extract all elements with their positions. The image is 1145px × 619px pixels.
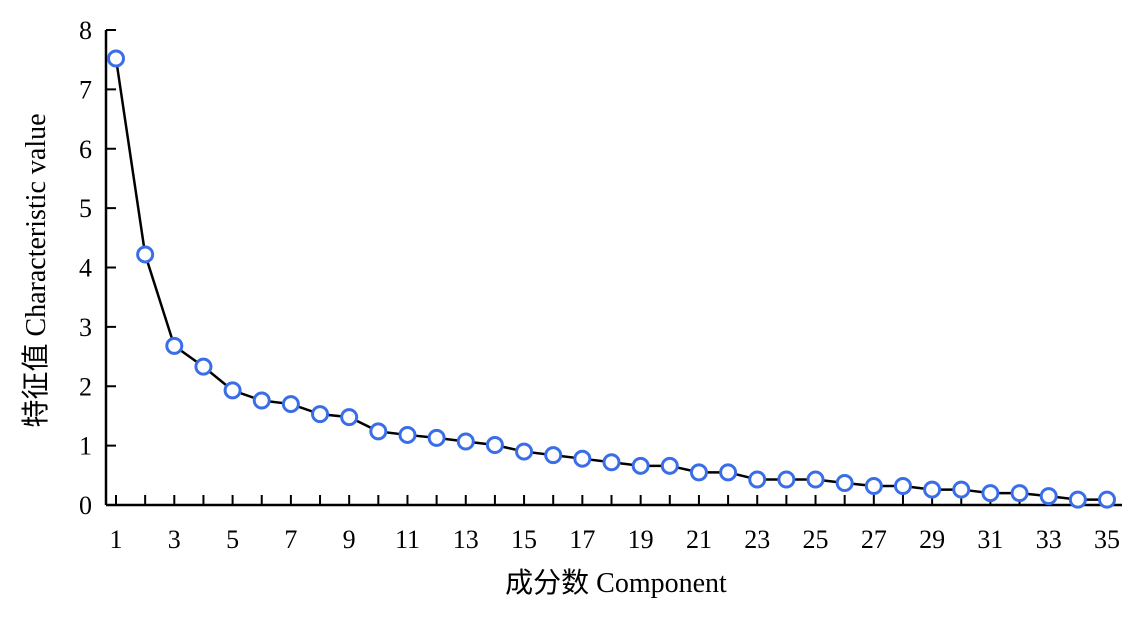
data-point [515, 442, 534, 461]
axes [104, 30, 1122, 507]
x-tick-label: 19 [628, 525, 654, 554]
x-tick-label: 17 [569, 525, 595, 554]
y-ticks: 0 1 2 3 4 5 6 7 8 [79, 16, 116, 520]
x-tick-label: 23 [744, 525, 770, 554]
data-point [573, 449, 592, 468]
data-point [485, 436, 504, 455]
data-point [1039, 487, 1058, 506]
data-point [1098, 490, 1116, 509]
data-point [777, 470, 796, 489]
y-tick-label: 7 [79, 75, 92, 104]
data-point [719, 463, 738, 482]
data-point [602, 453, 621, 472]
data-point [893, 477, 912, 495]
data-point [311, 405, 330, 424]
x-ticks: 1 3 5 7 9 11 13 15 17 19 21 23 25 27 29 31 33 35 [110, 495, 1120, 554]
x-tick-label: 35 [1094, 525, 1120, 554]
x-tick-label: 9 [343, 525, 356, 554]
data-point [223, 381, 242, 400]
x-tick-label: 7 [284, 525, 297, 554]
x-tick-label: 11 [395, 525, 420, 554]
x-tick-label: 5 [226, 525, 239, 554]
y-tick-label: 1 [79, 432, 92, 461]
x-tick-label: 25 [803, 525, 829, 554]
data-point [748, 470, 767, 489]
data-point [1068, 490, 1087, 509]
y-tick-label: 6 [79, 135, 92, 164]
data-point [194, 357, 213, 376]
data-point [1010, 484, 1029, 503]
x-tick-label: 27 [861, 525, 887, 554]
x-axis-title: 成分数 Component [505, 567, 727, 599]
data-point [544, 446, 563, 465]
data-point [864, 477, 883, 495]
x-tick-label: 15 [511, 525, 537, 554]
series-group [107, 49, 1116, 509]
data-point [107, 49, 125, 68]
data-point [631, 456, 650, 475]
data-point [835, 474, 854, 493]
x-tick-label: 3 [168, 525, 181, 554]
y-tick-label: 4 [79, 254, 92, 283]
data-point [660, 456, 679, 475]
data-point [252, 391, 271, 410]
y-tick-label: 8 [79, 16, 92, 45]
data-point [689, 463, 708, 482]
y-tick-label: 5 [79, 194, 92, 223]
x-tick-label: 31 [977, 525, 1003, 554]
data-point [952, 480, 971, 499]
data-point [165, 336, 184, 355]
y-tick-label: 2 [79, 372, 92, 401]
data-point [427, 428, 446, 447]
data-point [981, 484, 1000, 503]
data-point [398, 425, 417, 444]
data-point [456, 432, 475, 451]
x-tick-label: 13 [453, 525, 479, 554]
data-point [281, 395, 300, 414]
y-tick-label: 3 [79, 313, 92, 342]
x-tick-label: 1 [110, 525, 123, 554]
data-point [369, 422, 388, 441]
data-point [806, 470, 825, 489]
x-tick-label: 33 [1036, 525, 1062, 554]
x-tick-label: 29 [919, 525, 945, 554]
x-tick-label: 21 [686, 525, 712, 554]
y-tick-label: 0 [79, 491, 92, 520]
data-point [340, 408, 359, 427]
data-point [923, 480, 942, 499]
data-point [136, 245, 155, 264]
y-axis-title: 特征值 Characteristic value [20, 113, 52, 427]
series-line [114, 58, 1107, 501]
